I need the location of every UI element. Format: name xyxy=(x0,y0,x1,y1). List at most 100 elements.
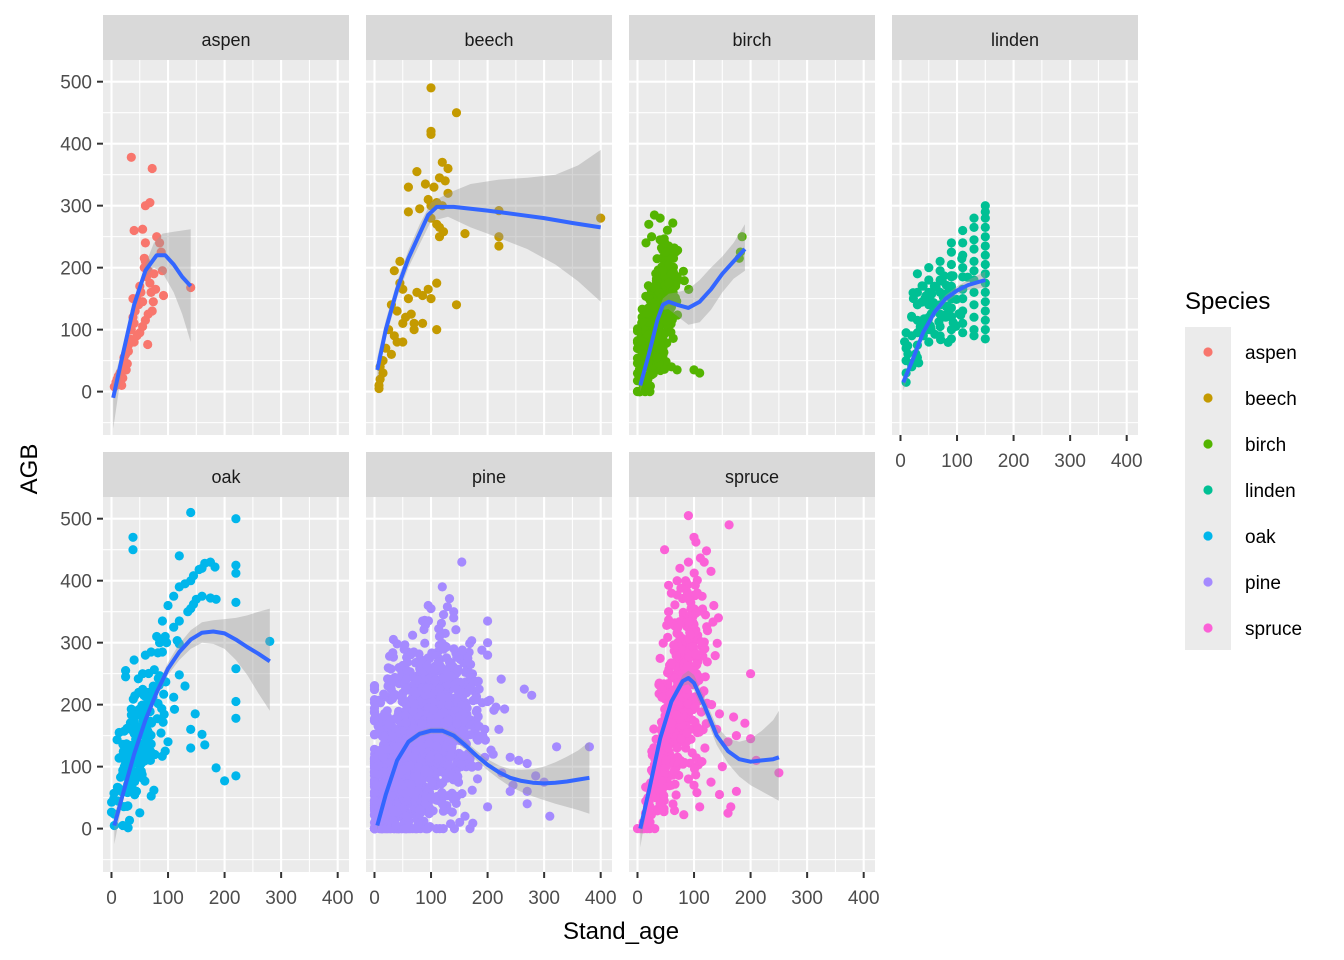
data-point xyxy=(149,269,159,279)
data-point xyxy=(423,284,433,294)
data-point xyxy=(145,198,155,208)
data-point xyxy=(907,312,917,322)
data-point xyxy=(684,284,694,294)
legend-key-point xyxy=(1203,393,1213,403)
data-point xyxy=(673,623,683,633)
data-point xyxy=(924,300,934,310)
data-point xyxy=(958,263,968,273)
data-point xyxy=(437,582,447,592)
data-point xyxy=(472,774,483,784)
data-point xyxy=(145,746,156,756)
data-point xyxy=(647,232,657,242)
x-axis: 0 100 200 300 400 xyxy=(895,435,1143,472)
smooth-line xyxy=(375,204,602,371)
data-point xyxy=(596,213,606,223)
data-point xyxy=(169,622,179,632)
data-point xyxy=(443,163,453,174)
legend-key-point xyxy=(1203,623,1213,633)
y-axis: 0 100 200 300 400 500 xyxy=(60,73,103,404)
data-point xyxy=(416,741,427,751)
data-point xyxy=(652,254,662,264)
data-point xyxy=(434,684,445,694)
points-pine xyxy=(369,557,595,834)
x-tick-label: 400 xyxy=(848,888,880,909)
data-point xyxy=(452,719,462,729)
data-point xyxy=(403,294,413,304)
data-point xyxy=(684,617,694,627)
data-point xyxy=(689,764,700,774)
data-point xyxy=(710,651,720,661)
data-point xyxy=(472,705,482,715)
data-point xyxy=(424,738,434,748)
data-point xyxy=(395,256,405,266)
data-point xyxy=(408,789,418,800)
data-point xyxy=(946,259,957,270)
data-point xyxy=(174,670,184,680)
data-point xyxy=(675,563,685,573)
data-point xyxy=(434,631,445,642)
data-point xyxy=(457,645,467,655)
data-point xyxy=(724,520,734,530)
data-point xyxy=(423,824,433,834)
data-point xyxy=(660,545,670,555)
data-point xyxy=(683,557,694,567)
data-point xyxy=(420,799,430,809)
data-point xyxy=(929,281,940,291)
data-point xyxy=(456,759,467,769)
data-point xyxy=(935,321,945,332)
data-point xyxy=(451,625,461,635)
facet-strip-label: beech xyxy=(464,30,513,50)
data-point xyxy=(155,238,165,248)
panel-background xyxy=(103,60,349,435)
data-point xyxy=(413,762,424,772)
data-point xyxy=(401,824,412,834)
data-point xyxy=(483,650,493,660)
data-point xyxy=(500,704,510,714)
data-point xyxy=(969,266,979,276)
data-point xyxy=(128,784,138,794)
legend-label: oak xyxy=(1245,527,1276,548)
data-point xyxy=(496,674,506,684)
data-point xyxy=(446,671,456,682)
data-point xyxy=(449,613,459,623)
y-tick-label: 500 xyxy=(60,73,92,94)
data-point xyxy=(429,705,439,715)
data-point xyxy=(632,326,643,336)
data-point xyxy=(480,735,490,745)
data-point xyxy=(480,724,490,735)
x-tick-label: 200 xyxy=(472,888,504,909)
data-point xyxy=(663,743,673,753)
data-point xyxy=(415,805,425,815)
x-tick-label: 0 xyxy=(369,888,380,909)
data-point xyxy=(473,735,483,745)
data-point xyxy=(683,699,693,709)
data-point xyxy=(488,749,498,759)
data-point xyxy=(672,365,682,375)
data-point xyxy=(682,728,692,738)
data-point xyxy=(139,253,149,263)
data-point xyxy=(118,746,128,757)
panel-content xyxy=(374,83,606,394)
data-point xyxy=(190,709,200,719)
data-point xyxy=(545,811,555,821)
x-tick-label: 400 xyxy=(1111,451,1143,472)
data-point xyxy=(740,718,750,728)
data-point xyxy=(655,235,665,245)
data-point xyxy=(158,290,169,301)
data-point xyxy=(417,719,427,729)
data-point xyxy=(907,331,917,341)
data-point xyxy=(231,771,241,781)
legend-key-point xyxy=(1203,485,1213,495)
data-point xyxy=(471,695,481,705)
data-point xyxy=(421,765,431,775)
data-point xyxy=(656,776,667,786)
data-point xyxy=(731,731,742,741)
data-point xyxy=(699,557,709,567)
data-point xyxy=(474,684,484,694)
data-point xyxy=(452,684,462,694)
data-point xyxy=(369,682,380,692)
data-point xyxy=(935,331,945,341)
data-point xyxy=(924,263,934,273)
data-point xyxy=(681,684,692,694)
